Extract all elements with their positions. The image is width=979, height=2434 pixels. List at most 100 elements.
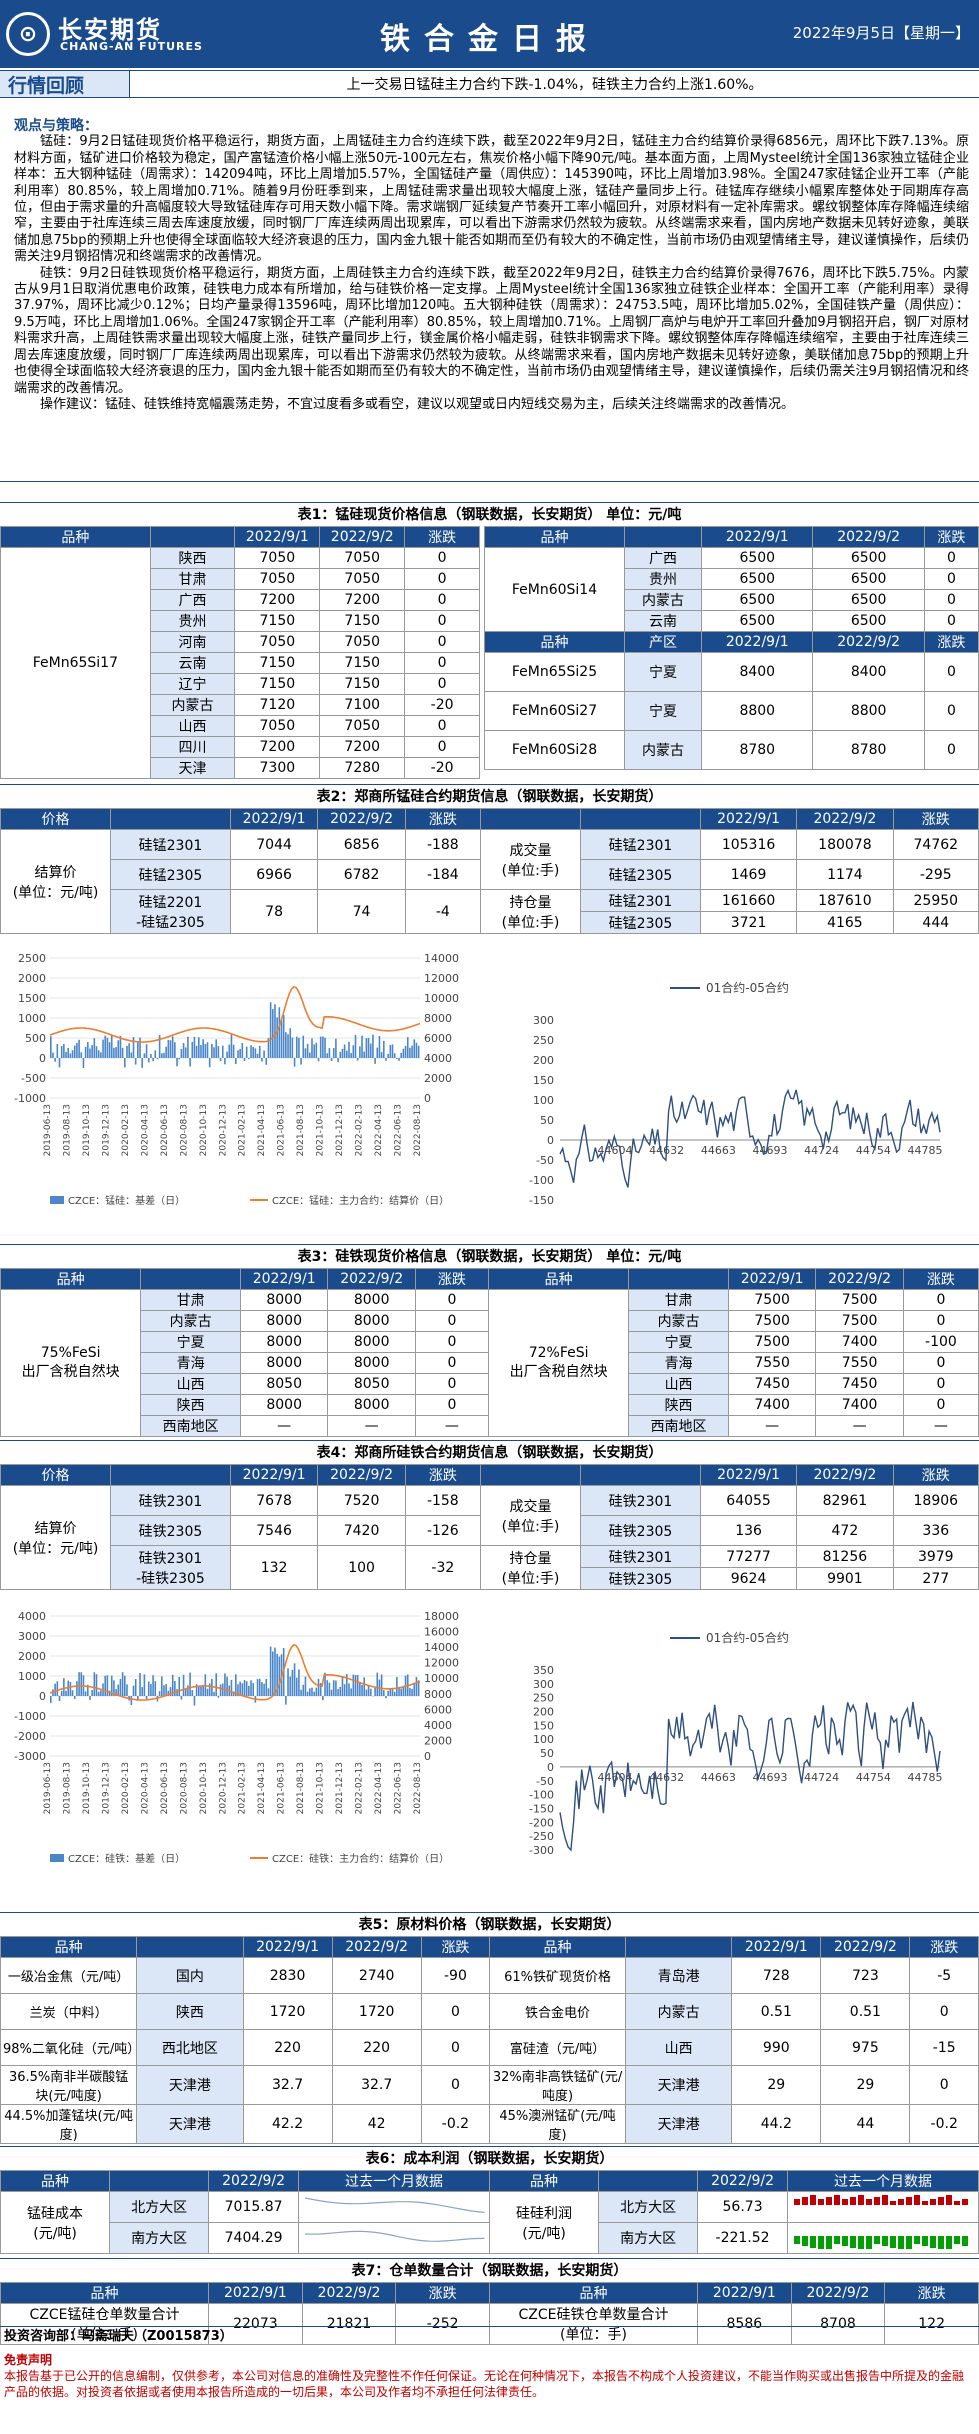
basis-bar — [300, 1058, 302, 1065]
table-row: 98%二氧化硅（元/吨） 西北地区 220 220 0 富硅渣（元/吨） 山西 990 975-… — [0, 2029, 979, 2066]
basis-bar — [50, 1696, 52, 1704]
column-header: 品种 — [0, 2282, 210, 2304]
basis-bar — [213, 1047, 215, 1058]
review-text: 上一交易日锰硅主力合约下跌-1.04%，硅铁主力合约上涨1.60%。 — [346, 77, 763, 93]
x-tick: 2021-12-13 — [335, 1762, 345, 1814]
basis-bar — [332, 1048, 335, 1058]
basis-bar — [208, 1058, 211, 1068]
table-row: 山西 7050 7050 0 — [1, 715, 480, 737]
column-header: 品种 — [484, 631, 625, 653]
table-row: 西南地区 — — — 西南地区 — — — — [1, 1415, 979, 1437]
basis-bar — [65, 1690, 67, 1696]
table-cell: 8000 — [239, 1289, 329, 1311]
basis-bar — [132, 1037, 135, 1058]
table-cell: 0 — [404, 652, 480, 674]
profit-bar — [809, 2236, 816, 2248]
table-cell: 0 — [909, 2065, 979, 2105]
basis-bar — [147, 1058, 150, 1063]
x-tick: 2020-06-13 — [160, 1762, 170, 1814]
table-row: FeMn60Si14 广西 6500 6500 0 — [484, 547, 979, 632]
basis-bar — [178, 1676, 181, 1696]
table-cell: 82961 — [796, 1485, 894, 1516]
profit-bar — [945, 2236, 952, 2252]
settle-label-cell: 结算价 (单位：元/吨) — [0, 829, 112, 934]
basis-bar — [330, 1058, 333, 1062]
basis-bar — [282, 1014, 285, 1058]
table-cell: 7150 — [319, 610, 406, 632]
table-cell: 内蒙古 — [623, 730, 703, 770]
table-row: 结算价 (单位：元/吨) 硅铁2301 7678 7520 -158 成交量 (单位:手)… — [0, 1485, 979, 1590]
table-cell: 6500 — [701, 589, 814, 611]
table-cell: 硅铁2301 -硅铁2305 — [110, 1545, 231, 1590]
product-cell: FeMn60Si27 — [484, 691, 625, 731]
table-cell: 8000 — [327, 1310, 416, 1332]
table-cell: — — [902, 1415, 979, 1437]
basis-bar — [376, 1672, 379, 1696]
basis-bar — [293, 1058, 296, 1067]
table-cell: 1720 — [242, 1993, 333, 2030]
basis-bar — [389, 1688, 392, 1696]
table-cell: 1720 — [331, 1993, 422, 2030]
basis-bar — [298, 1669, 300, 1696]
column-header: 2022/9/1 — [699, 1464, 798, 1486]
basis-bar — [124, 1675, 126, 1696]
x-tick: 2021-02-13 — [238, 1104, 248, 1156]
basis-bar — [117, 1040, 120, 1058]
basis-bar — [309, 1688, 311, 1696]
column-header: 品种 — [0, 2170, 111, 2192]
basis-bar — [56, 1043, 59, 1058]
table-cell: 0 — [414, 1331, 489, 1353]
basis-bar — [356, 1058, 359, 1061]
basis-bar — [365, 1038, 368, 1058]
basis-bar — [52, 1052, 54, 1058]
table-row: 云南 6500 6500 0 — [485, 610, 979, 632]
basis-bar — [73, 1045, 76, 1058]
table-cell: 74762 — [892, 829, 979, 860]
bars-cell — [786, 2222, 979, 2254]
column-header: 涨跌 — [892, 808, 979, 830]
logo-mark-icon: ⊙ — [6, 12, 50, 56]
x-tick: 2021-04-13 — [257, 1762, 267, 1814]
basis-bar — [69, 1053, 72, 1058]
table-cell: 7450 — [727, 1373, 817, 1395]
table-cell: 6966 — [229, 859, 319, 890]
basis-bar — [354, 1034, 357, 1058]
table-cell: 9624 — [699, 1567, 798, 1590]
basis-bar — [261, 1058, 263, 1062]
basis-bar — [54, 1683, 56, 1696]
basis-bar — [187, 1036, 189, 1058]
basis-bar — [95, 1046, 98, 1058]
basis-bar — [274, 1004, 276, 1058]
table-cell: 21821 — [301, 2303, 397, 2345]
legend-basis-swatch — [50, 1196, 64, 1204]
basis-bar — [350, 1688, 352, 1696]
basis-bar — [263, 1683, 265, 1696]
y-left-tick: 0 — [39, 1052, 46, 1065]
table-cell: 硅锰2305 — [580, 859, 701, 890]
y-left-tick: 1000 — [18, 1012, 46, 1025]
basis-bar — [124, 1058, 126, 1068]
basis-bar — [134, 1058, 137, 1065]
table-cell: 7400 — [815, 1394, 904, 1416]
x-tick: 2021-04-13 — [257, 1104, 267, 1156]
table-cell: 7150 — [234, 610, 321, 632]
table-row: 陕西 8000 8000 0 陕西 7400 7400 0 — [1, 1394, 979, 1416]
column-header: 2022/9/1 — [208, 2282, 303, 2304]
table-cell: 45%澳洲锰矿(元/吨度) — [489, 2104, 626, 2144]
profit-bar — [961, 2199, 968, 2205]
table-cell: 硅铁2305 — [110, 1515, 231, 1546]
basis-bar — [383, 1040, 385, 1058]
table-cell: 8000 — [239, 1331, 329, 1353]
basis-bar — [276, 1653, 278, 1696]
basis-bar — [293, 1663, 296, 1696]
basis-bar — [304, 1048, 307, 1058]
y-right-tick: 2000 — [424, 1072, 452, 1085]
x-tick: 2022-02-13 — [355, 1762, 365, 1814]
basis-bar — [376, 1047, 379, 1058]
table3-caption: 表3：硅铁现货价格信息（钢联数据，长安期货） 单位：元/吨 — [0, 1244, 979, 1268]
column-header — [598, 2170, 699, 2192]
table-cell: 1469 — [699, 859, 798, 890]
table-cell: 7520 — [317, 1485, 406, 1516]
table-cell: 辽宁 — [149, 673, 236, 695]
basis-bar — [171, 1674, 174, 1696]
